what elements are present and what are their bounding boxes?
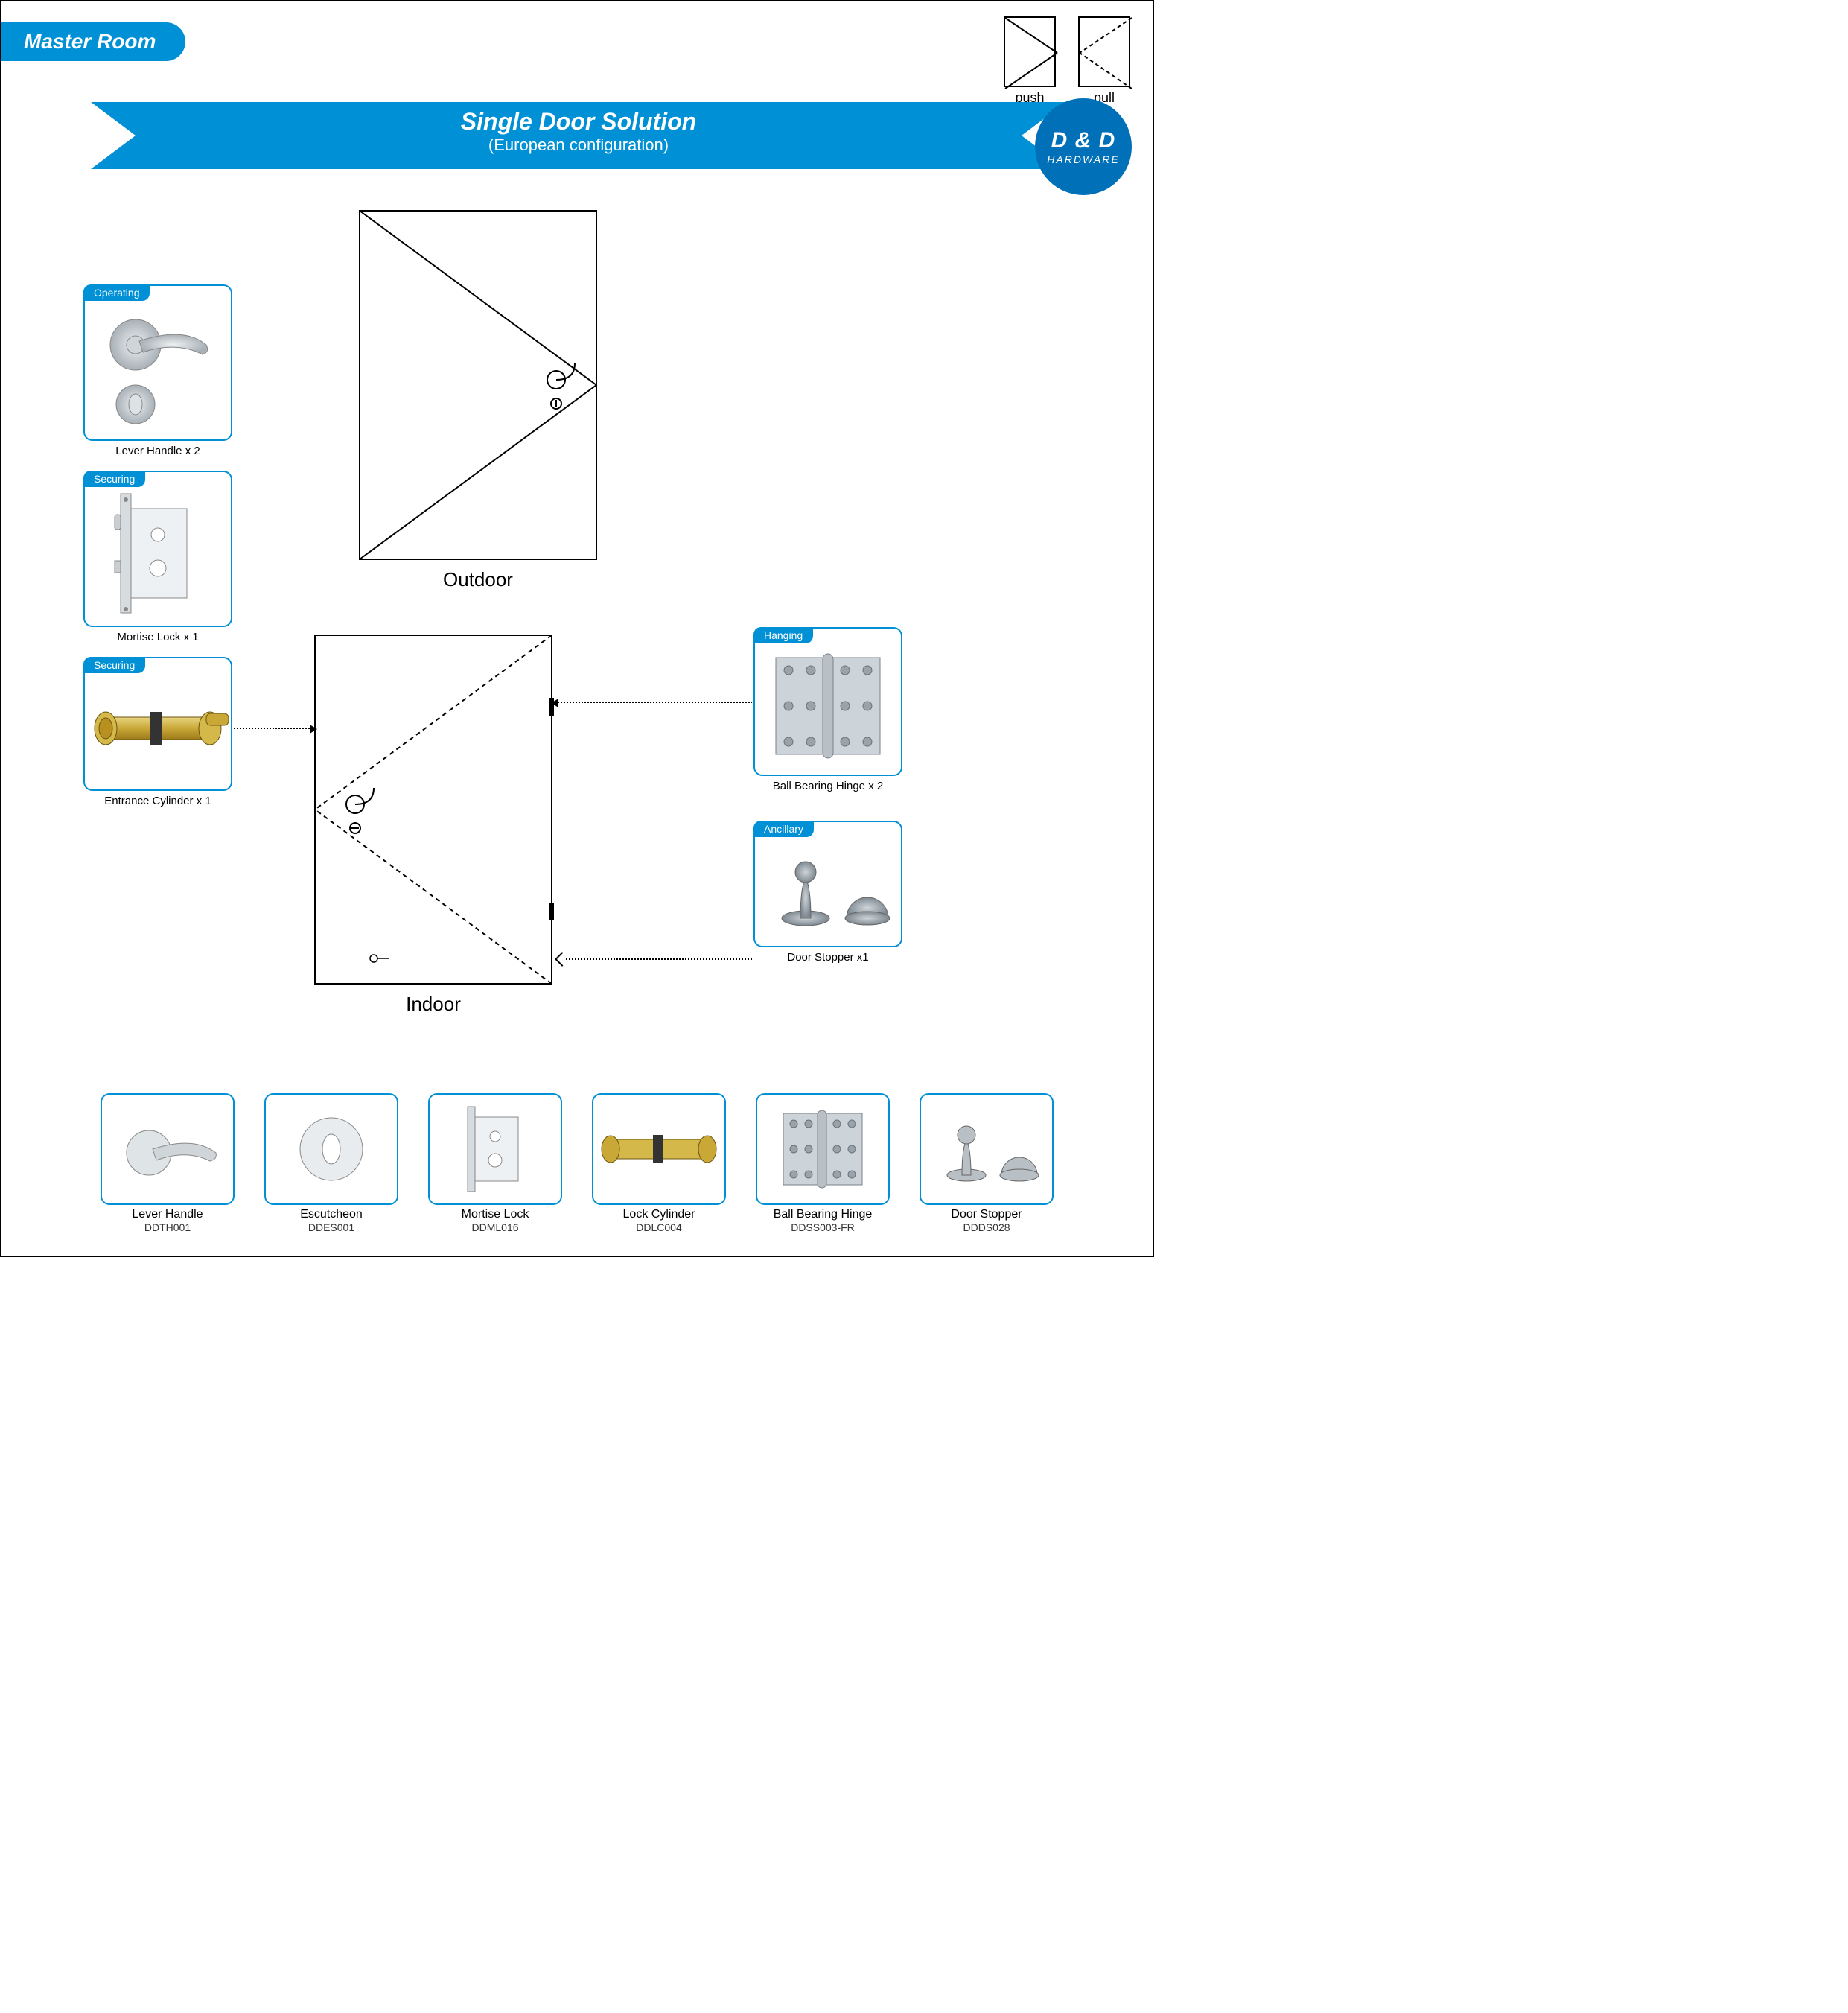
- thumb-escutcheon: Escutcheon DDES001: [264, 1093, 398, 1233]
- thumb-lock-cylinder: Lock Cylinder DDLC004: [592, 1093, 726, 1233]
- card-tag: Operating: [83, 284, 150, 301]
- thumb-door-stopper: Door Stopper DDDS028: [920, 1093, 1054, 1233]
- card-tag: Securing: [83, 471, 145, 487]
- outdoor-label: Outdoor: [359, 568, 597, 591]
- page-title-pill: Master Room: [1, 22, 185, 61]
- card-caption: Ball Bearing Hinge x 2: [755, 780, 901, 792]
- card-caption: Entrance Cylinder x 1: [85, 795, 231, 807]
- thumb-mortise-lock: Mortise Lock DDML016: [428, 1093, 562, 1233]
- product-thumbnails: Lever Handle DDTH001 Escutcheon DDES001 …: [1, 1093, 1153, 1233]
- door-stopper-icon: [765, 844, 891, 933]
- hinge-icon: [765, 646, 891, 766]
- connector-line: [234, 728, 316, 729]
- ball-bearing-hinge-card: Hanging Ball Bearing Hinge x 2: [753, 627, 902, 776]
- thumb-code: DDES001: [308, 1221, 354, 1233]
- brand-logo-sub: HARDWARE: [1047, 153, 1119, 165]
- banner-title: Single Door Solution: [91, 108, 1066, 136]
- thumb-code: DDDS028: [963, 1221, 1010, 1233]
- thumb-name: Ball Bearing Hinge: [774, 1208, 873, 1221]
- card-caption: Mortise Lock x 1: [85, 631, 231, 643]
- hinge-mark: [549, 903, 554, 920]
- brand-logo: D & D HARDWARE: [1035, 98, 1132, 195]
- brand-logo-main: D & D: [1051, 128, 1116, 153]
- indoor-door-diagram: Indoor: [314, 635, 552, 985]
- push-door-icon: [1004, 16, 1056, 87]
- connector-line: [552, 702, 752, 703]
- mortise-lock-icon: [106, 486, 210, 620]
- thumb-code: DDLC004: [636, 1221, 681, 1233]
- page: Master Room push pull Single Door Soluti…: [0, 0, 1154, 1257]
- indoor-label: Indoor: [314, 993, 552, 1016]
- thumb-code: DDTH001: [144, 1221, 191, 1233]
- banner-subtitle: (European configuration): [91, 136, 1066, 155]
- card-caption: Door Stopper x1: [755, 951, 901, 964]
- card-tag: Hanging: [753, 627, 813, 643]
- thumb-hinge: Ball Bearing Hinge DDSS003-FR: [756, 1093, 890, 1233]
- banner: Single Door Solution (European configura…: [91, 102, 1066, 169]
- thumb-code: DDML016: [471, 1221, 518, 1233]
- card-tag: Ancillary: [753, 821, 814, 837]
- thumb-name: Escutcheon: [300, 1208, 363, 1221]
- push-legend: push: [1004, 16, 1056, 106]
- lever-handle-card: Operating Lever Handle x 2: [83, 284, 232, 441]
- lever-handle-icon: [95, 304, 221, 430]
- lock-cylinder-icon: [91, 684, 225, 773]
- thumb-name: Mortise Lock: [462, 1208, 529, 1221]
- pull-door-icon: [1078, 16, 1130, 87]
- connector-line: [566, 958, 752, 960]
- card-tag: Securing: [83, 657, 145, 673]
- pull-legend: pull: [1078, 16, 1130, 106]
- thumb-name: Door Stopper: [951, 1208, 1022, 1221]
- mortise-lock-card: Securing Mortise Lock x 1: [83, 471, 232, 627]
- entrance-cylinder-card: Securing Entrance Cylinder x 1: [83, 657, 232, 791]
- thumb-code: DDSS003-FR: [791, 1221, 855, 1233]
- card-caption: Lever Handle x 2: [85, 445, 231, 457]
- door-stopper-card: Ancillary Door Stopper x1: [753, 821, 902, 947]
- thumb-name: Lock Cylinder: [623, 1208, 695, 1221]
- thumb-lever-handle: Lever Handle DDTH001: [101, 1093, 235, 1233]
- swing-legend: push pull: [1004, 16, 1130, 106]
- outdoor-door-diagram: Outdoor: [359, 210, 597, 560]
- thumb-name: Lever Handle: [132, 1208, 203, 1221]
- page-title: Master Room: [24, 30, 156, 53]
